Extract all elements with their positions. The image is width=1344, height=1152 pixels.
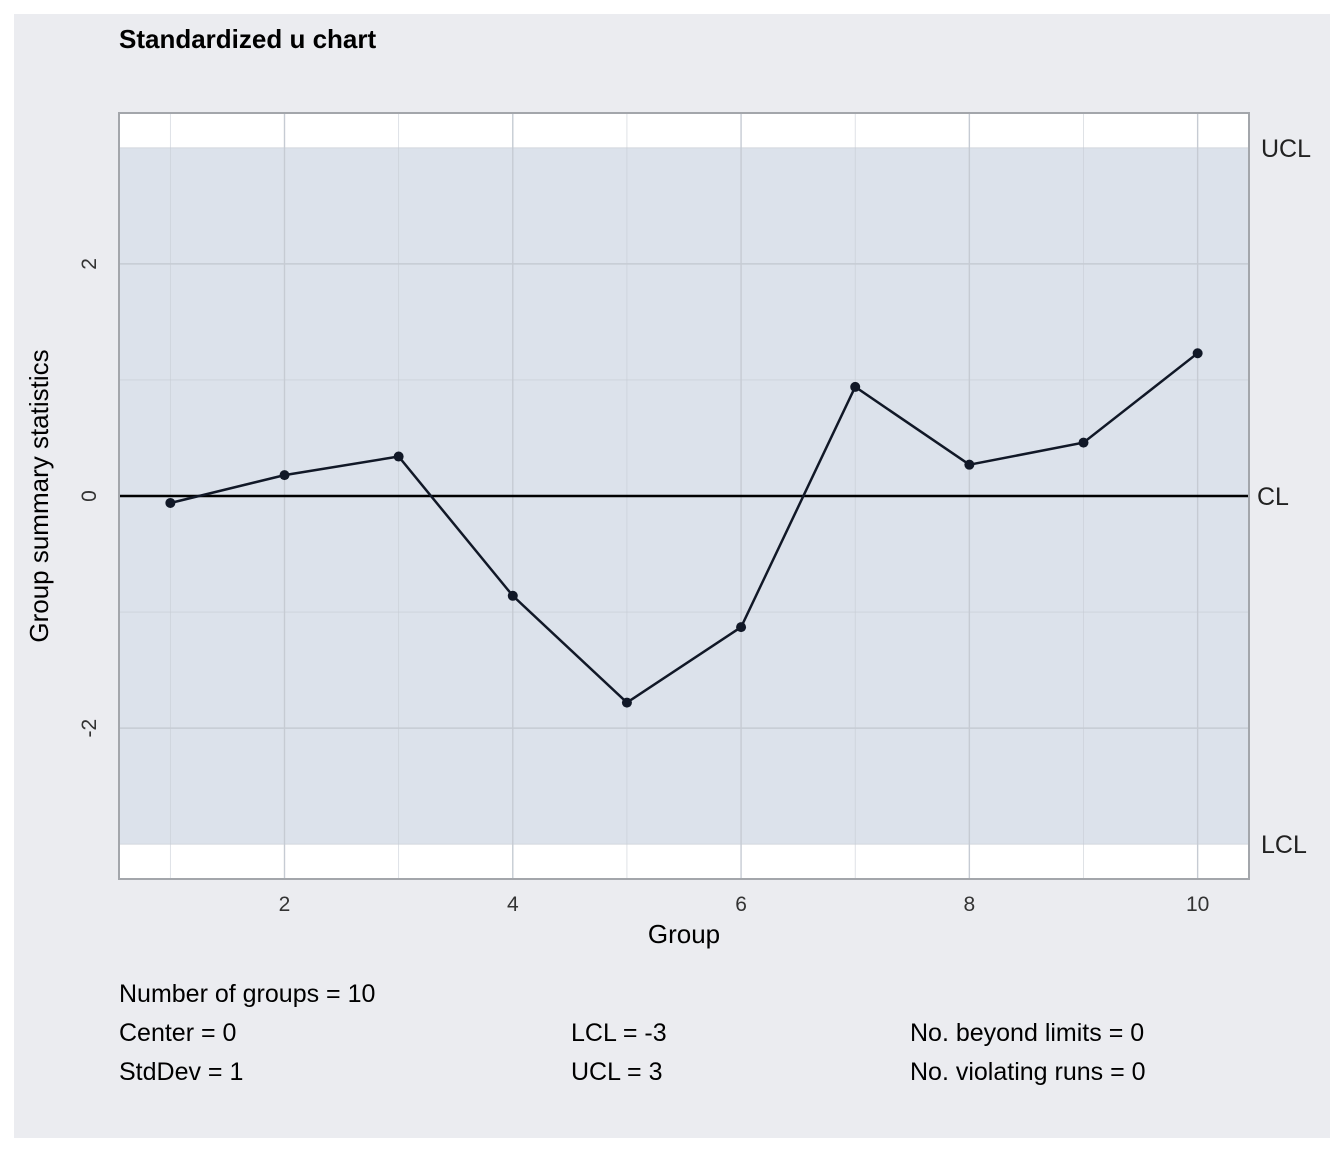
data-point xyxy=(1078,437,1089,448)
x-tick-label: 10 xyxy=(1186,893,1209,916)
stat-center: Center = 0 xyxy=(119,1019,237,1047)
data-point xyxy=(964,459,975,470)
x-tick-label: 4 xyxy=(507,893,519,916)
plot-border xyxy=(118,112,1250,880)
data-point xyxy=(621,697,632,708)
series-line xyxy=(170,352,1199,705)
y-tick-label: -2 xyxy=(78,719,101,738)
cl-label: CL xyxy=(1257,483,1289,511)
x-tick-label: 8 xyxy=(964,893,976,916)
data-point xyxy=(1192,348,1203,359)
stat-lcl: LCL = -3 xyxy=(571,1019,667,1047)
data-point xyxy=(736,622,747,633)
y-tick-label: 2 xyxy=(78,258,101,270)
u-chart: Standardized u chart 2 4 6 8 10 -202 UCL CL … xyxy=(24,24,1311,949)
ucl-label: UCL xyxy=(1261,135,1311,163)
data-points xyxy=(165,348,1203,708)
data-point xyxy=(165,497,176,508)
stat-ucl: UCL = 3 xyxy=(571,1058,663,1086)
chart-frame: Standardized u chart 2 4 6 8 10 -2 0 2 UCL CL … xyxy=(14,14,1330,1138)
data-point xyxy=(393,451,404,462)
stat-stddev: StdDev = 1 xyxy=(119,1058,244,1086)
chart-title: Standardized u chart xyxy=(119,24,376,54)
data-point xyxy=(279,470,290,481)
data-point xyxy=(850,381,861,392)
stat-beyond-limits: No. beyond limits = 0 xyxy=(910,1019,1145,1047)
x-axis-label: Group xyxy=(648,919,720,949)
stat-violating-runs: No. violating runs = 0 xyxy=(910,1058,1146,1086)
y-tick-labels: -2 0 2 xyxy=(78,258,101,737)
y-axis-label: Group summary statistics xyxy=(24,349,54,642)
stat-number-of-groups: Number of groups = 10 xyxy=(119,980,376,1008)
x-tick-labels: 2 4 6 8 10 xyxy=(279,893,1210,916)
data-point xyxy=(507,590,518,601)
lcl-label: LCL xyxy=(1261,831,1307,859)
y-tick-label: 0 xyxy=(78,490,101,502)
x-tick-label: 6 xyxy=(735,893,747,916)
x-tick-label: 2 xyxy=(279,893,291,916)
